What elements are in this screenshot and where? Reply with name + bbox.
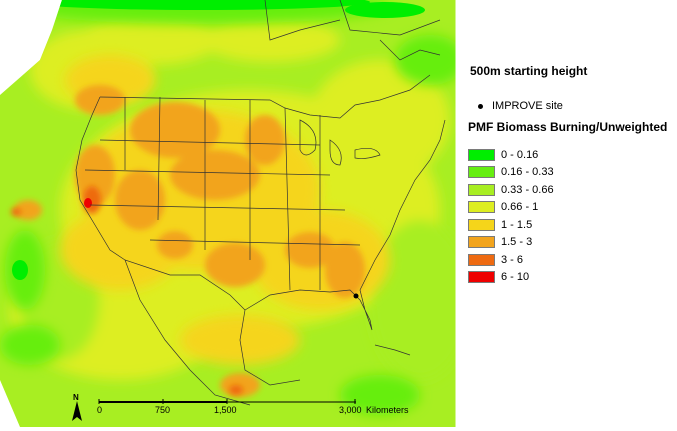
legend-label: 0.33 - 0.66 xyxy=(501,183,554,196)
legend-classes: 0 - 0.16 0.16 - 0.33 0.33 - 0.66 0.66 - 1 1 … xyxy=(468,146,554,286)
improve-site-marker[interactable] xyxy=(353,293,359,299)
north-letter: N xyxy=(73,393,79,402)
legend-swatch xyxy=(468,201,495,214)
legend-swatch xyxy=(468,218,495,231)
legend-label: 3 - 6 xyxy=(501,253,524,266)
scale-bar: 0 750 1,500 3,000 Kilometers xyxy=(96,398,416,420)
legend-row: 0.66 - 1 xyxy=(468,199,554,217)
legend-row: 3 - 6 xyxy=(468,251,554,269)
legend-swatch xyxy=(468,166,495,179)
improve-site-legend: IMPROVE site xyxy=(478,100,563,112)
legend-label: 1 - 1.5 xyxy=(501,218,533,231)
legend-swatch xyxy=(468,148,495,161)
trajectory-map xyxy=(0,0,456,427)
concentration-surface xyxy=(0,0,456,427)
legend-label: 0 - 0.16 xyxy=(501,148,539,161)
scale-tick-1500: 1,500 xyxy=(214,405,237,415)
site-dot-icon xyxy=(478,103,483,109)
legend-swatch xyxy=(468,183,495,196)
legend-row: 1 - 1.5 xyxy=(468,216,554,234)
legend-label: 6 - 10 xyxy=(501,271,530,284)
legend-row: 1.5 - 3 xyxy=(468,234,554,252)
legend-row: 0.16 - 0.33 xyxy=(468,164,554,182)
starting-height-label: 500m starting height xyxy=(470,64,588,78)
legend-row: 6 - 10 xyxy=(468,269,554,287)
boundaries xyxy=(75,0,446,406)
scale-tick-0: 0 xyxy=(97,405,103,415)
north-arrow-icon xyxy=(72,401,82,421)
legend-swatch xyxy=(468,253,495,266)
scale-tick-750: 750 xyxy=(155,405,171,415)
legend-swatch xyxy=(468,236,495,249)
scale-tick-3000: 3,000 xyxy=(339,405,362,415)
legend-title: PMF Biomass Burning/Unweighted xyxy=(468,120,668,134)
legend-label: 0.16 - 0.33 xyxy=(501,166,554,179)
legend-row: 0.33 - 0.66 xyxy=(468,181,554,199)
improve-site-label: IMPROVE site xyxy=(492,100,563,112)
north-arrow: N xyxy=(70,393,84,423)
legend-row: 0 - 0.16 xyxy=(468,146,554,164)
legend-label: 0.66 - 1 xyxy=(501,201,539,214)
scale-unit: Kilometers xyxy=(366,405,409,415)
legend-label: 1.5 - 3 xyxy=(501,236,533,249)
legend-swatch xyxy=(468,271,495,284)
